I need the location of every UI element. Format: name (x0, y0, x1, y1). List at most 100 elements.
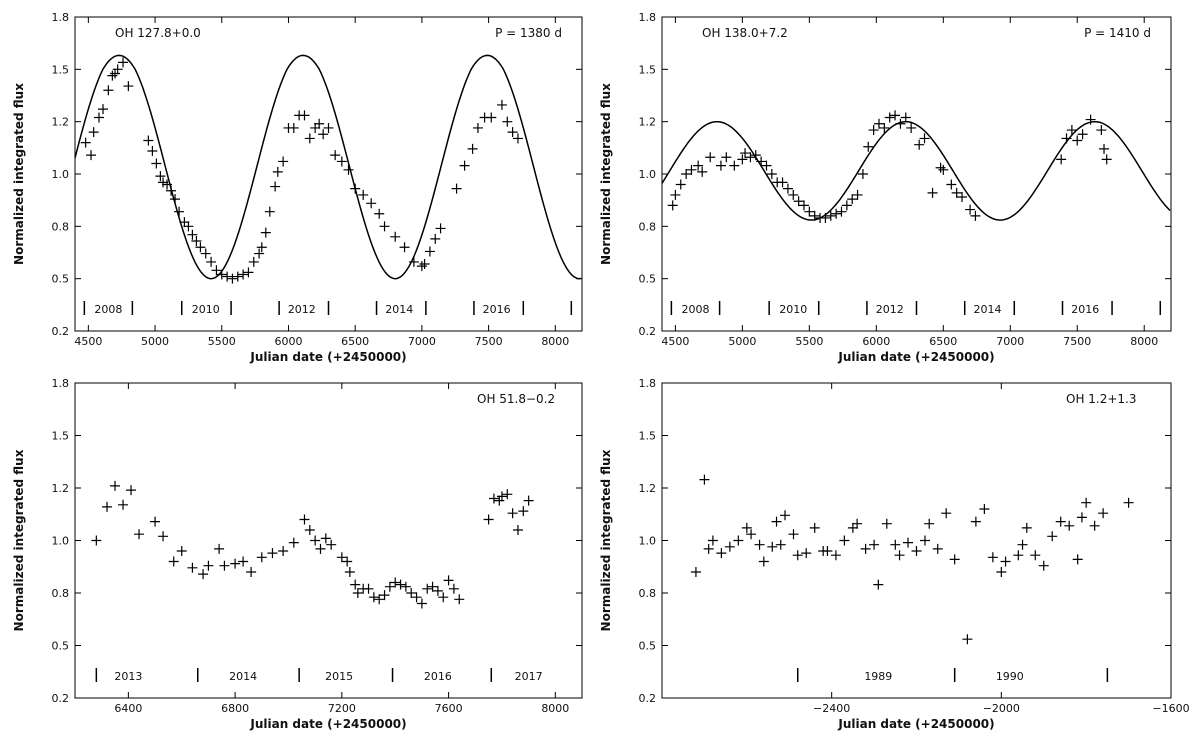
year-label: 2010 (192, 303, 220, 316)
y-tick-label: 0.5 (52, 273, 70, 286)
data-point (987, 552, 998, 563)
x-tick-label: −1600 (1152, 702, 1189, 715)
data-point (86, 150, 97, 161)
plot-frame (661, 16, 1172, 332)
data-point (869, 539, 880, 550)
data-point (697, 166, 708, 177)
x-axis-label: Julian date (+2450000) (249, 717, 406, 731)
data-point (343, 164, 354, 175)
y-tick-label: 1.2 (639, 116, 657, 129)
data-point (792, 550, 803, 561)
data-point (1061, 133, 1072, 144)
data-point (227, 273, 238, 284)
data-point (1055, 516, 1066, 527)
data-point (222, 271, 233, 282)
y-tick-label: 1.5 (639, 63, 657, 76)
data-point (310, 535, 321, 546)
data-point (941, 508, 952, 519)
data-point (158, 177, 169, 188)
plot-frame (74, 382, 583, 699)
data-point (110, 480, 121, 491)
data-point (1021, 522, 1032, 533)
data-point (512, 133, 523, 144)
data-point (315, 543, 326, 554)
data-point (733, 535, 744, 546)
data-point (957, 192, 968, 203)
data-point (1089, 520, 1100, 531)
data-point (761, 160, 772, 171)
data-point (962, 634, 973, 645)
data-point (350, 579, 361, 590)
data-point (507, 508, 518, 519)
data-point (496, 99, 507, 110)
y-tick-label: 1.0 (52, 535, 70, 548)
year-label: 2016 (483, 303, 511, 316)
data-point (260, 227, 271, 238)
data-point (868, 125, 879, 136)
data-point (214, 543, 225, 554)
x-tick-label: 8000 (1130, 335, 1158, 348)
data-point (168, 556, 179, 567)
y-tick-label: 1.8 (639, 11, 657, 24)
data-point (248, 256, 259, 267)
data-point (170, 194, 181, 205)
data-point (911, 546, 922, 556)
data-point (881, 518, 892, 529)
data-point (110, 68, 121, 79)
y-tick-label: 1.0 (639, 535, 657, 548)
data-point (326, 539, 337, 550)
chart-panel-1: 4500 5000 5500 6000 6500 7000 7500 8000 0.2 0.5 0.… (12, 11, 583, 364)
data-point (422, 583, 433, 594)
data-point (219, 560, 230, 571)
x-axis-label: Julian date (+2450000) (837, 350, 994, 364)
data-point (822, 546, 833, 556)
data-point (368, 592, 379, 603)
data-point (272, 166, 283, 177)
x-tick-label: 6000 (862, 335, 890, 348)
x-tick-label: 8000 (541, 702, 569, 715)
data-point (890, 539, 901, 550)
x-tick-label: 6400 (114, 702, 142, 715)
x-tick-label: 6800 (221, 702, 249, 715)
data-point (894, 550, 905, 561)
data-point (686, 164, 697, 175)
data-point (681, 169, 692, 179)
data-point (1013, 550, 1024, 561)
data-point (384, 581, 395, 592)
year-label: 2016 (424, 670, 452, 683)
data-point (884, 112, 895, 123)
data-point (406, 588, 417, 598)
data-point (195, 242, 206, 253)
data-point (432, 585, 443, 596)
data-point (299, 514, 310, 525)
data-point (230, 558, 241, 569)
data-point (288, 122, 299, 133)
data-point (134, 529, 145, 540)
data-point (798, 200, 809, 211)
source-name: OH 127.8+0.0 (115, 26, 201, 40)
data-point (206, 256, 217, 267)
data-point (1030, 550, 1041, 561)
data-point (903, 537, 914, 548)
data-point (1101, 154, 1112, 165)
data-point (238, 269, 249, 280)
x-tick-label: 5500 (795, 335, 823, 348)
x-tick-label: 6500 (341, 335, 369, 348)
data-point (203, 560, 214, 571)
data-point (238, 556, 249, 567)
x-axis-label: Julian date (+2450000) (249, 350, 406, 364)
data-point (320, 533, 331, 544)
data-point (254, 248, 265, 259)
data-point (965, 204, 976, 215)
y-tick-label: 1.2 (639, 482, 657, 495)
data-point (143, 135, 154, 146)
data-point (310, 122, 321, 133)
source-name: OH 138.0+7.2 (702, 26, 788, 40)
data-point (278, 156, 289, 167)
data-point (80, 137, 91, 148)
data-point (1056, 154, 1067, 165)
data-point (94, 112, 105, 123)
data-point (342, 556, 353, 567)
data-point (979, 504, 990, 514)
